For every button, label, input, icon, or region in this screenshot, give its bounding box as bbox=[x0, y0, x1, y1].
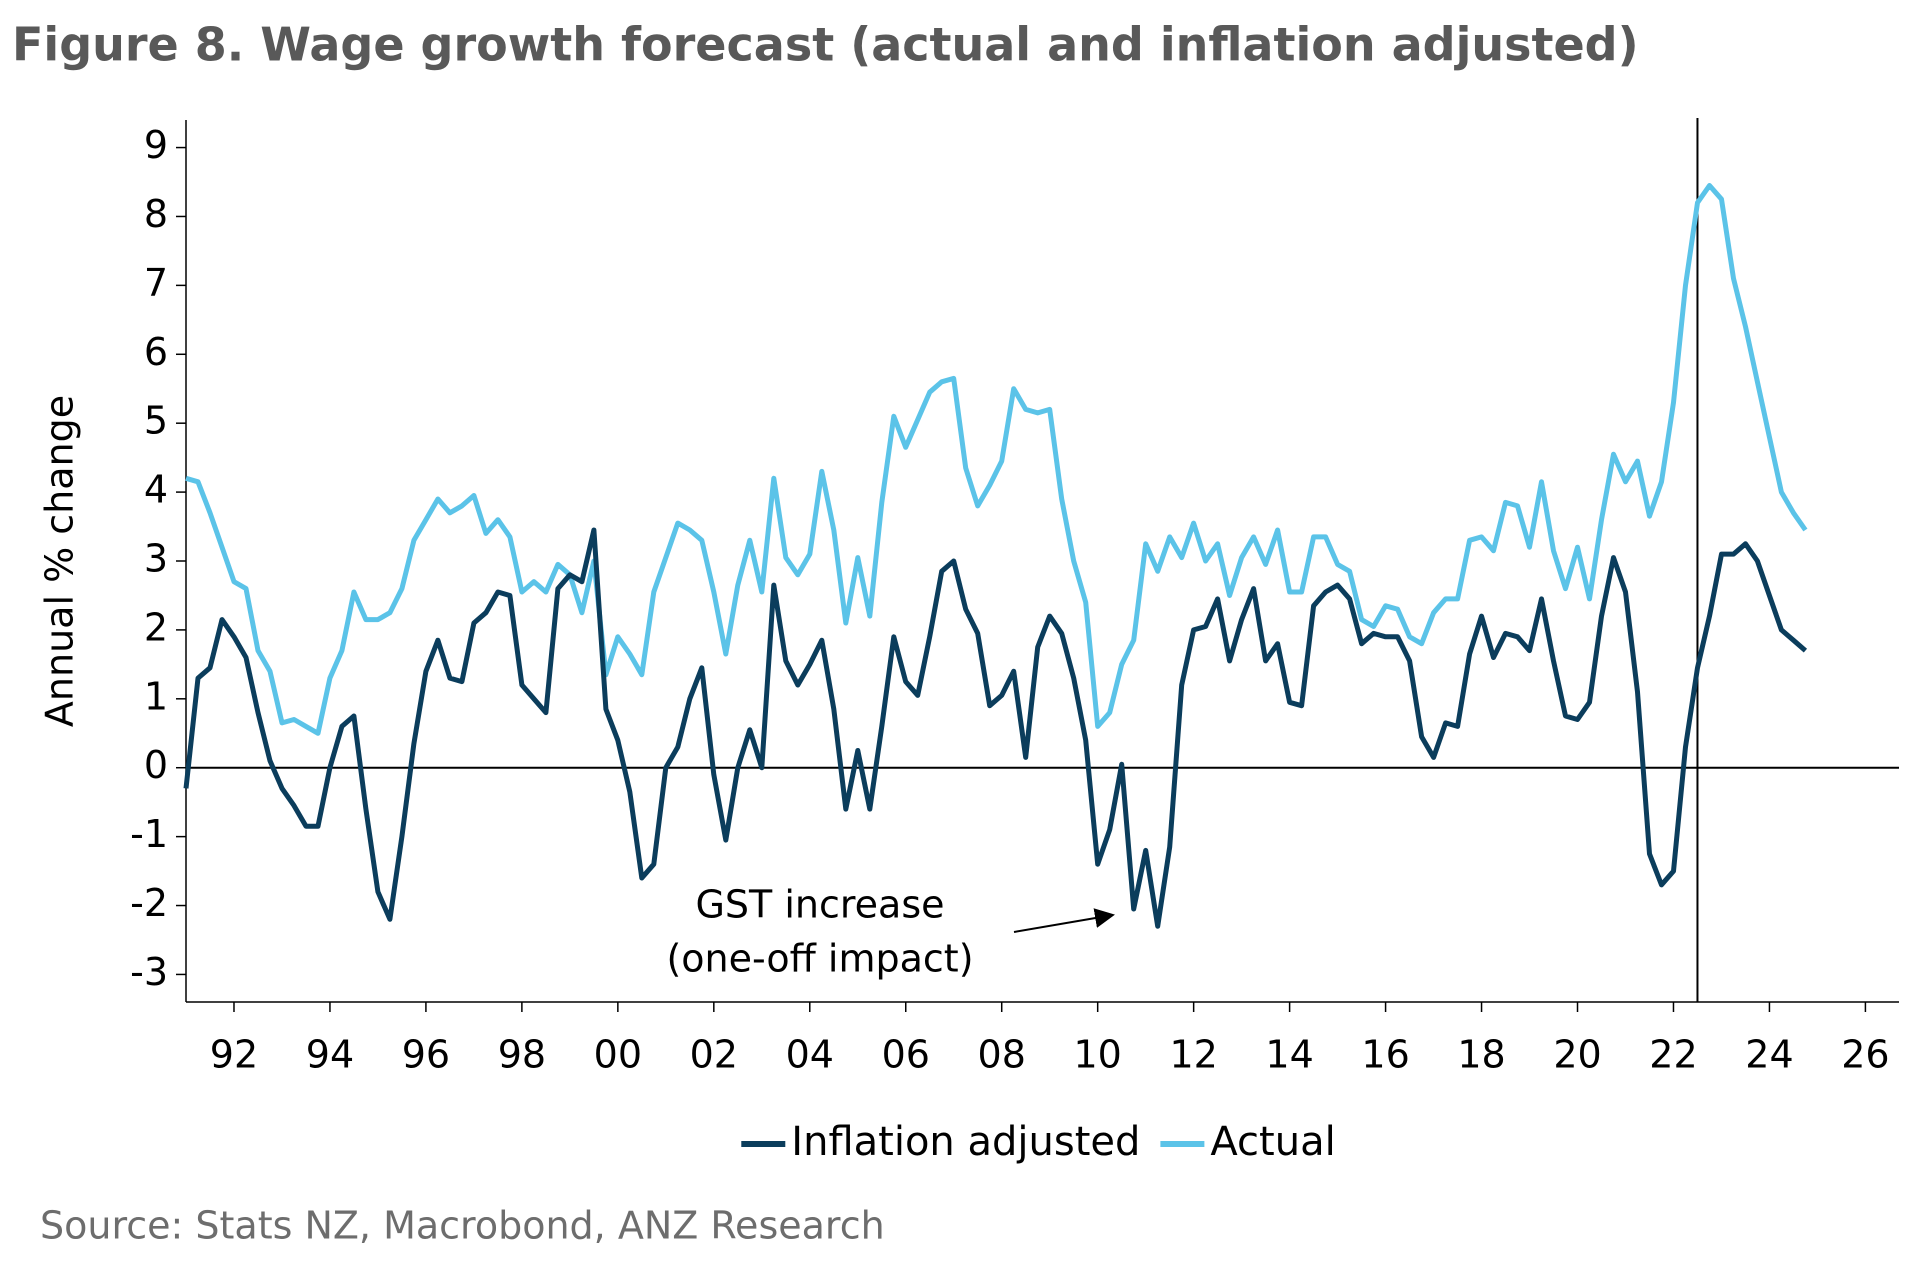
y-tick-label: 5 bbox=[144, 399, 168, 443]
y-tick-label: -2 bbox=[130, 881, 168, 925]
y-axis-label: Annual % change bbox=[38, 395, 82, 727]
x-tick-label: 16 bbox=[1361, 1033, 1409, 1077]
annotation-arrow bbox=[1013, 908, 1115, 933]
source-note: Source: Stats NZ, Macrobond, ANZ Researc… bbox=[40, 1204, 885, 1248]
x-tick-label: 08 bbox=[978, 1033, 1026, 1077]
x-tick-label: 96 bbox=[402, 1033, 450, 1077]
x-tick-label: 94 bbox=[306, 1033, 354, 1077]
x-tick-label: 10 bbox=[1074, 1033, 1122, 1077]
y-tick-label: 2 bbox=[144, 605, 168, 649]
x-tick-label: 02 bbox=[690, 1033, 738, 1077]
x-tick-label: 98 bbox=[498, 1033, 546, 1077]
y-tick-label: 8 bbox=[144, 192, 168, 236]
y-tick-label: 7 bbox=[144, 261, 168, 305]
annotation: (one-off impact) bbox=[666, 937, 973, 981]
y-tick-label: 4 bbox=[144, 468, 168, 512]
x-tick-label: 06 bbox=[882, 1033, 930, 1077]
series-line bbox=[183, 527, 1808, 929]
x-tick-label: 20 bbox=[1553, 1033, 1601, 1077]
x-tick-label: 14 bbox=[1265, 1033, 1313, 1077]
x-tick-label: 00 bbox=[594, 1033, 642, 1077]
annotation: GST increase bbox=[695, 883, 944, 927]
x-tick-label: 92 bbox=[210, 1033, 258, 1077]
x-tick-label: 24 bbox=[1745, 1033, 1793, 1077]
x-tick-label: 22 bbox=[1649, 1033, 1697, 1077]
legend-label: Actual bbox=[1210, 1119, 1335, 1165]
y-tick-label: -3 bbox=[130, 950, 168, 994]
y-tick-label: -1 bbox=[130, 812, 168, 856]
y-tick-label: 6 bbox=[144, 330, 168, 374]
y-tick-label: 0 bbox=[144, 743, 168, 787]
x-tick-label: 04 bbox=[786, 1033, 834, 1077]
x-tick-label: 12 bbox=[1169, 1033, 1217, 1077]
chart-title: Figure 8. Wage growth forecast (actual a… bbox=[12, 18, 1639, 72]
y-tick-label: 1 bbox=[144, 674, 168, 718]
y-tick-label: 9 bbox=[144, 123, 168, 167]
x-tick-label: 26 bbox=[1841, 1033, 1889, 1077]
y-tick-label: 3 bbox=[144, 537, 168, 581]
series-line bbox=[185, 183, 1808, 736]
legend-label: Inflation adjusted bbox=[791, 1119, 1140, 1165]
x-tick-label: 18 bbox=[1457, 1033, 1505, 1077]
